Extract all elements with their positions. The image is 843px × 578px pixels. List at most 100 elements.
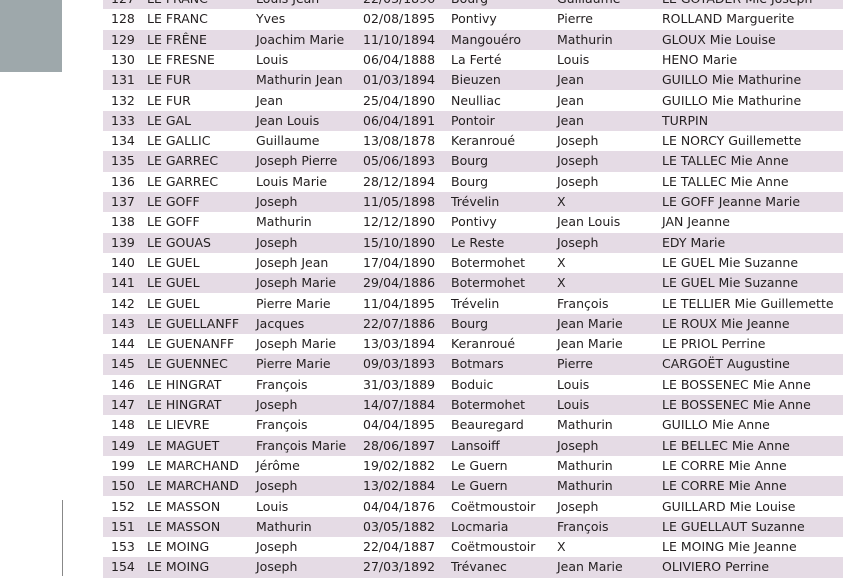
side-line — [62, 500, 63, 576]
table-row: 140 LE GUEL Joseph Jean 17/04/1890 Botermohe… — [103, 253, 843, 273]
birth-date: 27/03/1892 — [363, 559, 436, 575]
birth-date: 22/07/1886 — [363, 315, 436, 331]
mother: LE GOYADER Mie Joseph — [662, 0, 812, 9]
birth-date: 06/04/1891 — [363, 112, 436, 128]
surname: LE MAGUET — [147, 437, 220, 453]
birth-date: 13/08/1878 — [363, 133, 436, 149]
surname: LE MARCHAND — [147, 478, 239, 494]
table-row: 152 LE MASSON Louis 04/04/1876 Coëtmoustoir J… — [103, 497, 843, 517]
birth-date: 28/06/1897 — [363, 437, 436, 453]
mother: LE GUEL Mie Suzanne — [662, 275, 799, 291]
table-row: 136 LE GARREC Louis Marie 28/12/1894 Bourg Jo… — [103, 172, 843, 192]
surname: LE GUEL — [147, 254, 200, 270]
birth-date: 01/03/1894 — [363, 72, 436, 88]
father: X — [557, 275, 566, 291]
table-row: 145 LE GUENNEC Pierre Marie 09/03/1893 Botma… — [103, 354, 843, 375]
surname: LE GARREC — [147, 173, 219, 189]
first-name: Joseph — [256, 478, 298, 494]
table-row: 144 LE GUENANFF Joseph Marie 13/03/1894 Kera… — [103, 334, 843, 354]
row-number: 149 — [111, 437, 135, 453]
row-number: 144 — [111, 336, 135, 352]
father: François — [557, 295, 609, 311]
row-number: 146 — [111, 376, 135, 392]
birth-place: Mangouéro — [451, 31, 522, 47]
table-row: 133 LE GAL Jean Louis 06/04/1891 Pontoir Jean… — [103, 110, 843, 132]
row-number: 132 — [111, 92, 135, 108]
birth-date: 19/02/1882 — [363, 457, 436, 473]
birth-place: Bieuzen — [451, 72, 501, 88]
table-row: 153 LE MOING Joseph 22/04/1887 Coëtmoustoir X… — [103, 537, 843, 557]
mother: EDY Marie — [662, 234, 726, 250]
table-row: 131 LE FUR Mathurin Jean 01/03/1894 Bieuzen J… — [103, 70, 843, 91]
mother: CARGOËT Augustine — [662, 356, 790, 372]
table: 127 LE FRANC Louis Jean 22/03/1896 Bourg Guil… — [103, 0, 843, 578]
table-row: 132 LE FUR Jean 25/04/1890 Neulliac Jean GUILL… — [103, 91, 843, 111]
surname: LE HINGRAT — [147, 397, 222, 412]
mother: LE GOFF Jeanne Marie — [662, 194, 801, 209]
birth-place: Botermohet — [451, 254, 526, 270]
row-number: 147 — [111, 397, 135, 412]
birth-place: Coëtmoustoir — [451, 498, 536, 514]
birth-date: 12/12/1890 — [363, 214, 436, 230]
surname: LE HINGRAT — [147, 376, 222, 392]
birth-date: 31/03/1889 — [363, 376, 436, 392]
birth-date: 06/04/1888 — [363, 51, 436, 67]
birth-date: 25/04/1890 — [363, 92, 436, 108]
table-row: 137 LE GOFF Joseph 11/05/1898 Trévelin X LE GO… — [103, 192, 843, 213]
birth-place: Beauregard — [451, 417, 524, 433]
birth-place: Trévanec — [451, 559, 507, 575]
row-number: 127 — [111, 0, 135, 9]
mother: LE TELLIER Mie Guillemette — [662, 295, 834, 311]
surname: LE LIEVRE — [147, 417, 210, 433]
father: Joseph — [557, 498, 599, 514]
row-number: 131 — [111, 72, 135, 88]
birth-place: Bourg — [451, 0, 488, 9]
surname: LE GOFF — [147, 194, 200, 209]
first-name: Mathurin — [256, 518, 312, 534]
birth-place: Botmars — [451, 356, 504, 372]
birth-date: 22/04/1887 — [363, 539, 436, 555]
birth-date: 22/03/1896 — [363, 0, 435, 9]
father: Jean Marie — [557, 315, 623, 331]
first-name: Guillaume — [256, 133, 320, 149]
father: X — [557, 254, 566, 270]
first-name: Jérôme — [256, 457, 300, 473]
table-row: 149 LE MAGUET François Marie 28/06/1897 Lans… — [103, 435, 843, 456]
birth-date: 04/04/1876 — [363, 498, 436, 514]
birth-date: 03/05/1882 — [363, 518, 436, 534]
mother: LE BELLEC Mie Anne — [662, 437, 790, 453]
father: Mathurin — [557, 31, 613, 47]
mother: GUILLO Mie Mathurine — [662, 72, 802, 88]
father: François — [557, 518, 609, 534]
father: Louis — [557, 51, 590, 67]
mother: LE NORCY Guillemette — [662, 133, 802, 149]
birth-date: 09/03/1893 — [363, 356, 436, 372]
father: Joseph — [557, 437, 599, 453]
table-row: 129 LE FRÊNE Joachim Marie 11/10/1894 Mangou… — [103, 29, 843, 50]
first-name: Joachim Marie — [256, 31, 345, 47]
mother: GUILLO Mie Mathurine — [662, 92, 802, 108]
first-name: François — [256, 417, 308, 433]
table-row: 141 LE GUEL Joseph Marie 29/04/1886 Botermoh… — [103, 273, 843, 294]
surname: LE GUEL — [147, 275, 200, 291]
row-number: 135 — [111, 153, 135, 169]
surname: LE MOING — [147, 559, 210, 575]
mother: JAN Jeanne — [662, 214, 730, 230]
mother: LE BOSSENEC Mie Anne — [662, 397, 811, 412]
first-name: Joseph Jean — [256, 254, 329, 270]
mother: GUILLARD Mie Louise — [662, 498, 796, 514]
birth-place: Bourg — [451, 153, 488, 169]
birth-place: Bourg — [451, 173, 488, 189]
birth-date: 11/05/1898 — [363, 194, 436, 209]
mother: GUILLO Mie Anne — [662, 417, 770, 433]
surname: LE GUENNEC — [147, 356, 228, 372]
mother: ROLLAND Marguerite — [662, 11, 795, 27]
surname: LE FUR — [147, 92, 191, 108]
father: Pierre — [557, 356, 593, 372]
table-row: 127 LE FRANC Louis Jean 22/03/1896 Bourg Guil… — [103, 0, 843, 10]
birth-date: 11/04/1895 — [363, 295, 436, 311]
first-name: Louis — [256, 498, 289, 514]
mother: GLOUX Mie Louise — [662, 31, 776, 47]
father: Jean Marie — [557, 559, 623, 575]
